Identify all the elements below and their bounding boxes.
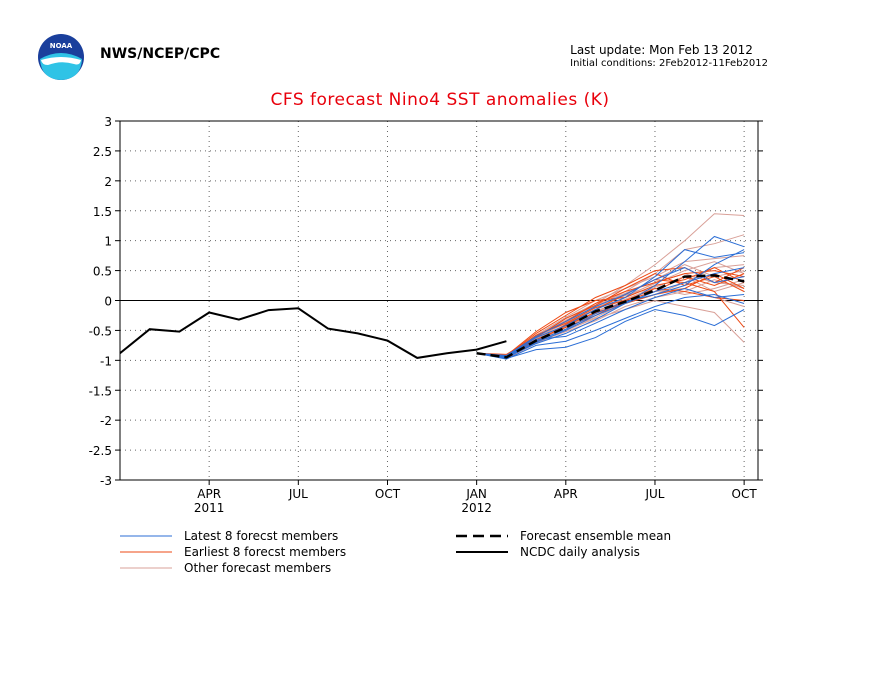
x-tick-year-label: 2011 [194,501,225,515]
y-tick-label: -3 [100,474,112,488]
y-tick-label: -1 [100,354,112,368]
y-tick-label: 2.5 [93,145,112,159]
update-info: Last update: Mon Feb 13 2012 Initial con… [570,44,768,70]
y-tick-label: -0.5 [89,324,112,338]
earliest-member-line [476,267,745,357]
y-tick-label: 1 [104,235,112,249]
y-tick-label: 2 [104,175,112,189]
x-tick-label: JAN [465,487,487,501]
y-tick-label: 0 [104,295,112,309]
axes: -3-2.5-2-1.5-1-0.500.511.522.53APR2011JU… [89,115,763,515]
legend-label: Forecast ensemble mean [520,529,671,543]
initial-conditions: Initial conditions: 2Feb2012-11Feb2012 [570,58,768,69]
y-tick-label: 1.5 [93,205,112,219]
y-tick-label: -1.5 [89,384,112,398]
latest-member-line [476,308,745,360]
logo-text: NOAA [50,42,73,50]
forecast-members [476,213,745,360]
x-tick-year-label: 2012 [461,501,492,515]
latest-member-line [476,293,745,360]
y-tick-label: 3 [104,115,112,129]
plot-frame [119,120,759,481]
earliest-member-line [476,270,745,355]
main-lines [119,274,745,359]
legend-label: Earliest 8 forecst members [184,545,346,559]
other-member-line [476,213,745,358]
y-tick-label: -2.5 [89,444,112,458]
org-label: NWS/NCEP/CPC [100,46,221,62]
legend: Latest 8 forecst members Earliest 8 forec… [120,529,671,575]
legend-label: Other forecast members [184,561,331,575]
y-tick-label: 0.5 [93,265,112,279]
x-tick-label: OCT [732,487,758,501]
ensemble-mean-line [476,274,745,359]
noaa-logo: NOAA [38,34,84,80]
x-tick-label: APR [554,487,578,501]
legend-label: NCDC daily analysis [520,545,640,559]
latest-member-line [476,267,745,359]
latest-member-line [476,249,745,357]
chart-title: CFS forecast Nino4 SST anomalies (K) [270,90,610,110]
x-tick-label: APR [197,487,221,501]
logo-gull [41,57,81,65]
y-tick-label: -2 [100,414,112,428]
x-tick-label: OCT [375,487,401,501]
grid [120,121,758,480]
last-update: Last update: Mon Feb 13 2012 [570,43,753,57]
legend-label: Latest 8 forecst members [184,529,338,543]
x-tick-label: JUL [288,487,308,501]
analysis-line [119,307,507,359]
x-tick-label: JUL [644,487,664,501]
